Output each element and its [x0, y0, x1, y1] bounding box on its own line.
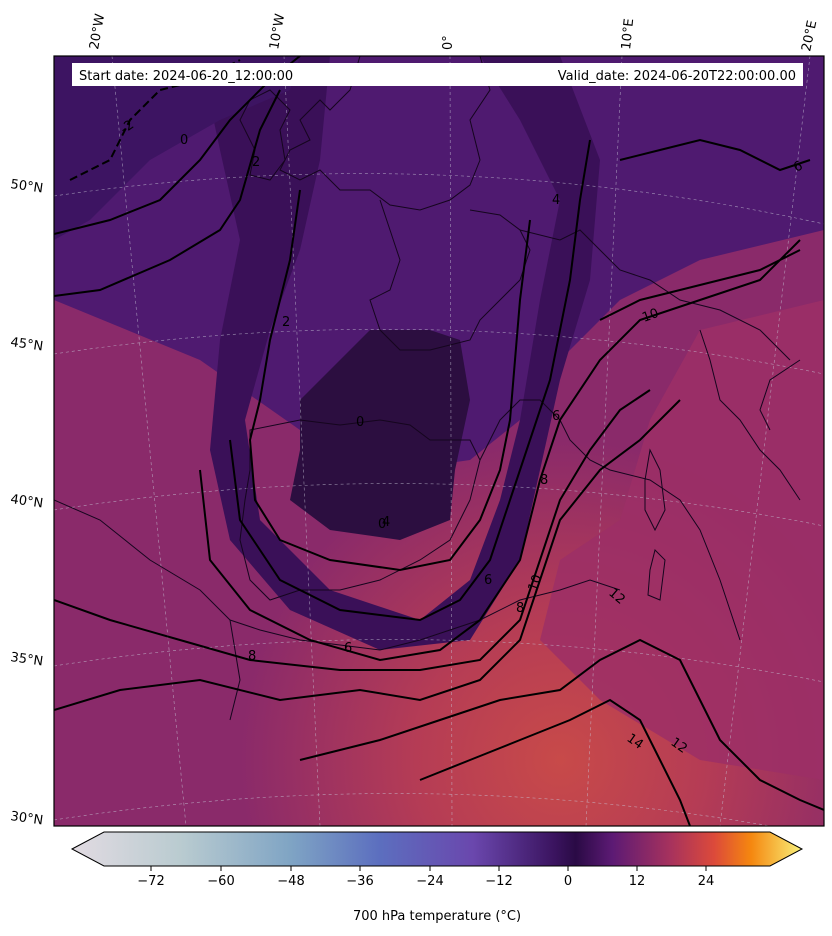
contour-6-east — [619, 138, 811, 172]
contour-label: 6 — [552, 409, 560, 424]
contour-label: 0 — [378, 517, 386, 532]
coastlines — [54, 56, 801, 721]
contour-label: 4 — [552, 193, 560, 208]
colorbar-bar — [70, 831, 804, 867]
cold-northwest-field — [54, 56, 300, 240]
longitude-labels: 20°W 10°W 0° 10°E 20°E — [87, 13, 820, 53]
contour-6 — [199, 239, 801, 662]
lat-label-40n: 40°N — [9, 492, 44, 511]
colorbar-tick-label: −72 — [137, 874, 164, 889]
contour-10-east — [599, 249, 801, 321]
graticule — [54, 56, 824, 826]
contour-label: 6 — [484, 573, 492, 588]
contour-label: 10 — [640, 306, 661, 326]
colorbar-tick-label: 0 — [564, 874, 572, 889]
map-area: -2 0 2 0 0 2 4 6 6 8 10 8 6 10 12 14 12 … — [54, 56, 824, 826]
cold-trough-field — [200, 56, 600, 650]
warm-east-field — [540, 300, 824, 780]
colorbar-tick-label: −12 — [485, 874, 512, 889]
contour-14 — [419, 698, 691, 826]
contour-label: 2 — [252, 155, 260, 170]
lat-label-50n: 50°N — [9, 177, 44, 196]
contour-label: 8 — [540, 473, 548, 488]
colorbar-label: 700 hPa temperature (°C) — [353, 909, 521, 924]
lat-label-35n: 35°N — [9, 650, 44, 669]
lon-label-20e: 20°E — [799, 19, 820, 53]
contour-label: 10 — [526, 573, 546, 594]
start-date-text: Start date: 2024-06-20_12:00:00 — [79, 69, 293, 84]
lat-label-30n: 30°N — [9, 809, 44, 828]
lon-label-10w: 10°W — [267, 13, 288, 51]
contour-label: 8 — [516, 601, 524, 616]
contour-4 — [229, 139, 591, 622]
contour-2-trough — [248, 189, 531, 572]
colorbar-tick-label: 12 — [629, 874, 646, 889]
lon-label-0: 0° — [441, 35, 456, 50]
colorbar-tick-label: −60 — [207, 874, 234, 889]
valid-date-text: Valid_date: 2024-06-20T22:00:00.00 — [558, 69, 796, 84]
contour-10 — [54, 399, 681, 711]
contour-label: 6 — [344, 641, 352, 656]
contours — [54, 56, 824, 826]
lon-label-10e: 10°E — [619, 18, 637, 51]
contour-label: 4 — [382, 515, 390, 530]
lon-label-20w: 20°W — [87, 13, 108, 51]
colorbar-tick-label: −36 — [346, 874, 373, 889]
contour-2-west — [54, 89, 281, 297]
contour-label: 2 — [282, 315, 290, 330]
colorbar: −72 −60 −48 −36 −24 −12 0 12 24 700 hPa … — [70, 831, 804, 924]
colorbar-tick-label: −24 — [416, 874, 443, 889]
lat-label-45n: 45°N — [9, 335, 44, 354]
contour-label: 0 — [180, 133, 188, 148]
map-frame — [53, 55, 825, 827]
contour-label: 0 — [356, 415, 364, 430]
colorbar-tick-label: −48 — [277, 874, 304, 889]
cold-core-field — [290, 330, 470, 540]
colorbar-tick-label: 24 — [698, 874, 715, 889]
contour-12 — [299, 638, 824, 811]
contour-label: 8 — [248, 649, 256, 664]
colorbar-ticks — [150, 866, 707, 871]
header-box — [72, 63, 803, 86]
contour-8 — [54, 389, 651, 671]
colorbar-tick-labels: −72 −60 −48 −36 −24 −12 0 12 24 — [137, 874, 714, 889]
latitude-labels: 50°N 45°N 40°N 35°N 30°N — [9, 177, 44, 828]
